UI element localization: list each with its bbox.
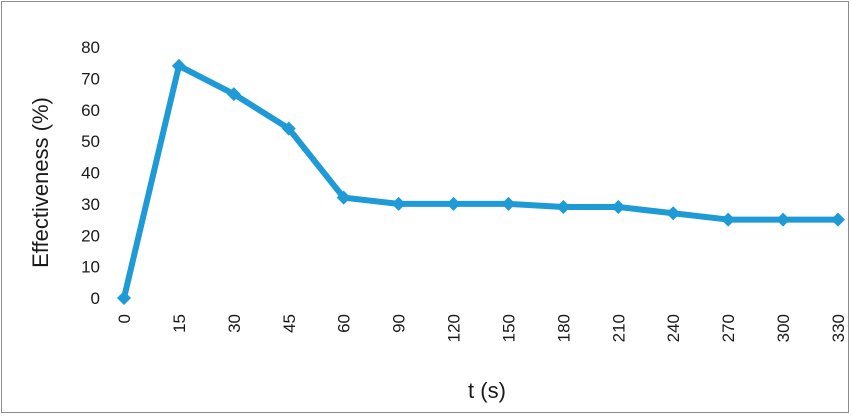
data-point-marker (666, 206, 681, 221)
y-tick-label: 20 (81, 226, 100, 245)
data-point-marker (171, 58, 186, 73)
y-tick-label: 50 (81, 132, 100, 151)
series-layer (117, 58, 845, 305)
y-tick-label: 0 (91, 289, 100, 308)
x-tick-label: 45 (280, 314, 299, 333)
y-tick-label: 10 (81, 258, 100, 277)
data-point-marker (336, 190, 351, 205)
x-tick-label: 210 (609, 314, 628, 342)
y-axis-title: Effectiveness (%) (28, 97, 53, 268)
x-axis-ticks: 0 15 30 45 60 90 120 150 180 210 240 270 300 330 (115, 314, 848, 342)
y-tick-label: 80 (81, 38, 100, 57)
x-tick-label: 90 (390, 314, 409, 333)
x-tick-label: 30 (225, 314, 244, 333)
x-tick-label: 240 (664, 314, 683, 342)
y-tick-label: 60 (81, 101, 100, 120)
x-tick-label: 15 (170, 314, 189, 333)
data-point-marker (776, 212, 791, 227)
data-point-marker (501, 196, 516, 211)
x-tick-label: 120 (445, 314, 464, 342)
data-point-marker (721, 212, 736, 227)
data-point-marker (117, 291, 131, 305)
x-tick-label: 330 (829, 314, 848, 342)
x-tick-label: 60 (335, 314, 354, 333)
data-point-marker (391, 196, 406, 211)
x-tick-label: 270 (719, 314, 738, 342)
y-tick-label: 70 (81, 69, 100, 88)
x-tick-label: 0 (115, 314, 134, 323)
x-axis-title: t (s) (468, 378, 506, 403)
data-point-marker (226, 87, 241, 102)
data-point-marker (556, 200, 571, 215)
y-tick-label: 30 (81, 195, 100, 214)
data-point-marker (611, 200, 626, 215)
x-tick-label: 150 (499, 314, 518, 342)
data-point-marker (446, 196, 461, 211)
x-tick-label: 180 (554, 314, 573, 342)
series-line (121, 62, 841, 301)
data-point-marker (281, 121, 296, 136)
y-tick-label: 40 (81, 164, 100, 183)
x-tick-label: 300 (774, 314, 793, 342)
y-axis-ticks: 0 10 20 30 40 50 60 70 80 (81, 38, 100, 308)
data-point-marker (831, 212, 845, 227)
